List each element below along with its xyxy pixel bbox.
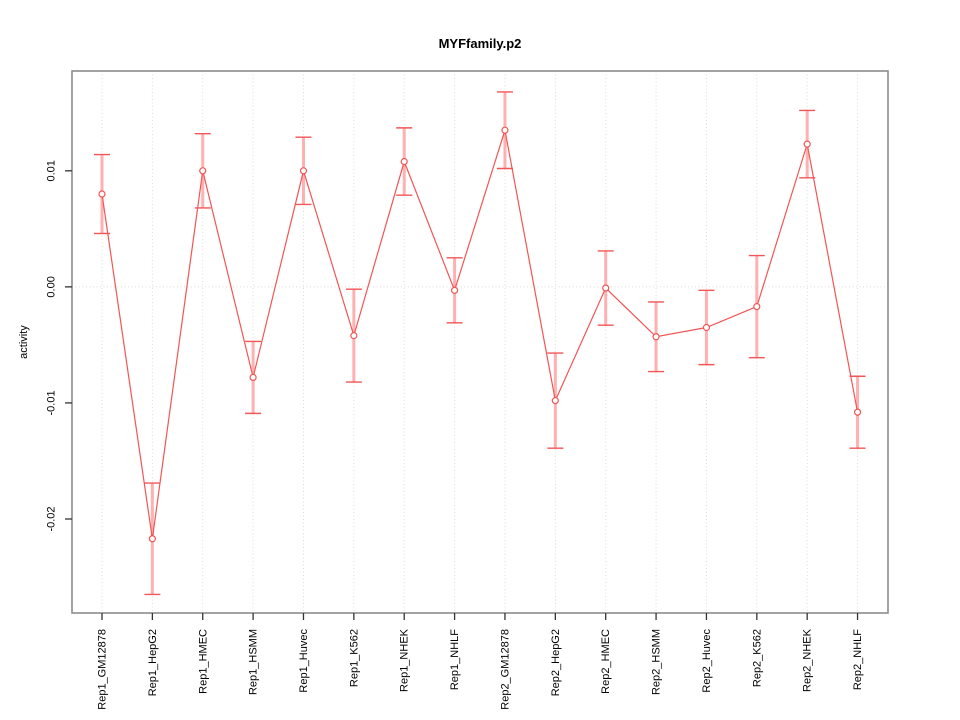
x-tick-label: Rep1_GM12878 [97, 629, 109, 710]
plot-border [71, 70, 889, 614]
data-point-marker [652, 333, 660, 341]
data-point-marker [299, 167, 308, 175]
x-tick-label: Rep2_HSMM [651, 629, 663, 695]
x-tick-label: Rep1_K562 [348, 629, 360, 687]
data-point-marker [501, 126, 509, 134]
x-tick-label: Rep1_NHEK [399, 628, 411, 692]
data-point-marker [602, 284, 610, 292]
y-tick-label: 0.01 [46, 160, 58, 181]
data-point-marker [199, 167, 207, 175]
data-point-marker [803, 140, 811, 148]
x-tick-label: Rep2_HMEC [600, 629, 612, 694]
x-tick-label: Rep2_NHEK [802, 628, 814, 692]
grid-layer [72, 71, 888, 613]
data-point-marker [148, 535, 156, 543]
y-tick-label: -0.02 [46, 506, 58, 531]
data-point-marker [753, 303, 761, 311]
y-axis-title: activity [18, 325, 30, 359]
x-tick-label: Rep2_GM12878 [499, 629, 511, 710]
data-point-marker [551, 397, 559, 405]
y-tick-label: 0.00 [46, 276, 58, 297]
series-layer [94, 91, 866, 596]
x-tick-label: Rep1_Huvec [298, 629, 310, 693]
data-point-marker [98, 190, 106, 198]
data-point-marker [702, 323, 711, 332]
x-tick-label: Rep1_HMEC [197, 629, 209, 694]
y-tick-label: -0.01 [46, 390, 58, 415]
data-point-marker [853, 408, 862, 416]
data-point-marker [450, 286, 459, 294]
x-tick-label: Rep1_NHLF [449, 629, 461, 690]
x-tick-label: Rep2_K562 [751, 629, 763, 687]
x-tick-label: Rep2_NHLF [852, 629, 864, 690]
series-line [101, 130, 859, 539]
x-tick-label: Rep2_Huvec [701, 629, 713, 693]
x-tick-label: Rep2_HepG2 [550, 629, 562, 696]
data-point-marker [400, 157, 408, 166]
x-tick-label: Rep1_HepG2 [147, 629, 159, 696]
data-point-marker [350, 332, 358, 340]
axis-layer: 0.01 0.00 -0.01 -0.02 Rep1_GM12878 Rep1_HepG2… [46, 70, 889, 710]
data-point-marker [249, 373, 257, 381]
x-tick-label: Rep1_HSMM [248, 629, 260, 695]
chart-title: MYFfamily.p2 [439, 36, 522, 51]
